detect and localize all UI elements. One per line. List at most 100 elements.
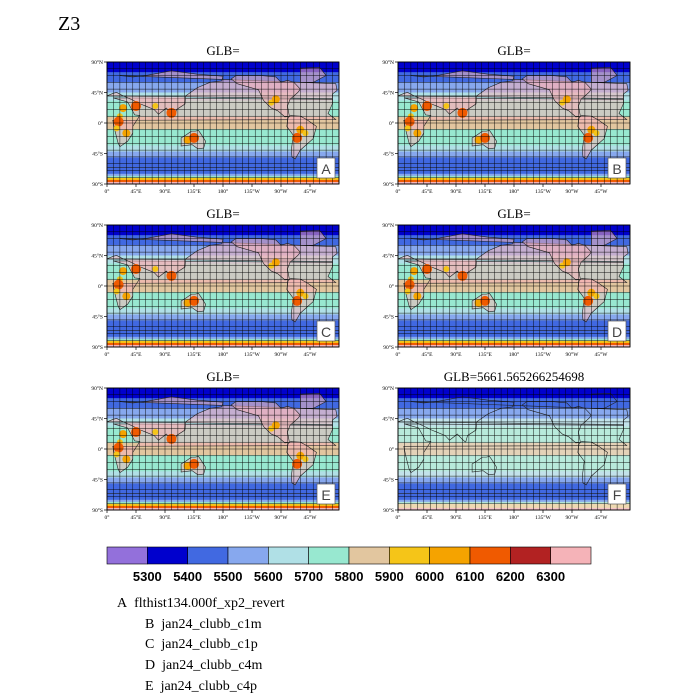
hot-spot — [189, 458, 199, 469]
lat-tick-label: 90°S — [92, 507, 103, 514]
colorbar-label: 5800 — [335, 569, 364, 584]
lon-tick-label: 45°W — [595, 188, 609, 195]
lon-tick-label: 0° — [396, 188, 401, 195]
colorbar-swatch — [510, 546, 551, 565]
hot-spot — [422, 264, 432, 275]
lon-tick-label: 180° — [218, 351, 228, 358]
lat-tick-label: 0° — [389, 283, 394, 290]
lon-tick-label: 90°E — [450, 188, 462, 195]
hot-spot — [189, 295, 199, 306]
lon-tick-label: 135°W — [244, 514, 260, 521]
colorbar-label: 5300 — [133, 569, 162, 584]
hot-spot — [271, 95, 280, 104]
panel-title: GLB=5661.565266254698 — [444, 369, 585, 384]
lon-tick-label: 90°W — [566, 188, 580, 195]
case-name: jan24_clubb_c1m — [161, 617, 262, 632]
colorbar-label: 6300 — [536, 569, 565, 584]
hot-spot — [292, 458, 303, 469]
figure-title: Z3 — [58, 13, 80, 35]
lon-tick-label: 0° — [105, 188, 110, 195]
case-line-d: D jan24_clubb_c4m — [145, 658, 262, 674]
lon-tick-label: 180° — [509, 514, 519, 521]
colorbar-swatch — [429, 546, 471, 565]
colorbar-swatch — [187, 546, 229, 565]
colorbar-swatch — [308, 546, 350, 565]
lon-tick-label: 135°W — [535, 514, 551, 521]
hot-spot — [404, 116, 415, 127]
lon-tick-label: 45°W — [304, 351, 318, 358]
lon-tick-label: 45°E — [130, 351, 142, 358]
lat-tick-label: 90°N — [91, 59, 103, 66]
lon-tick-label: 180° — [218, 188, 228, 195]
lat-tick-label: 45°N — [91, 416, 103, 423]
hot-spot — [119, 104, 128, 113]
panel-letter: E — [321, 487, 330, 503]
lat-tick-label: 45°S — [383, 151, 394, 158]
lon-tick-label: 45°W — [595, 514, 609, 521]
case-letter: C — [145, 637, 155, 652]
colorbar-label: 6200 — [496, 569, 525, 584]
lon-tick-label: 135°E — [187, 351, 201, 358]
map-panel-d: GLB=90°N45°N0°45°S90°S0° 45°E 90°E 135°E 180… — [382, 206, 631, 358]
lon-tick-label: 135°E — [478, 351, 492, 358]
hot-spot — [113, 116, 124, 127]
lon-tick-label: 0° — [105, 351, 110, 358]
hot-spot — [443, 266, 450, 273]
lon-tick-label: 45°W — [595, 351, 609, 358]
lat-tick-label: 45°S — [92, 314, 103, 321]
lon-tick-label: 90°W — [275, 188, 289, 195]
panel-letter: B — [612, 161, 621, 177]
coastline — [471, 456, 497, 476]
lat-tick-label: 45°N — [382, 253, 394, 260]
panel-letter-box — [316, 320, 336, 342]
hot-spot — [119, 267, 128, 276]
hot-spot — [302, 293, 309, 300]
lon-tick-label: 135°E — [478, 514, 492, 521]
lat-tick-label: 90°N — [382, 385, 394, 392]
lon-tick-label: 135°E — [187, 514, 201, 521]
colorbar-swatch — [348, 546, 390, 565]
hot-spot — [583, 295, 594, 306]
lat-tick-label: 45°N — [91, 253, 103, 260]
map-panel-a: GLB=90°N45°N0°45°S90°S0° 45°E 90°E 135°E 180… — [91, 43, 340, 195]
lon-tick-label: 90°E — [450, 514, 462, 521]
hot-spot — [131, 101, 141, 112]
colorbar-swatch — [106, 546, 148, 565]
lat-tick-label: 45°S — [383, 314, 394, 321]
hot-spot — [410, 267, 419, 276]
lat-tick-label: 45°S — [92, 151, 103, 158]
lon-tick-label: 90°W — [566, 514, 580, 521]
panel-letter: D — [612, 324, 622, 340]
lat-tick-label: 45°N — [91, 90, 103, 97]
panel-letter-box — [607, 157, 627, 179]
lat-tick-label: 90°S — [92, 344, 103, 351]
lon-tick-label: 90°E — [450, 351, 462, 358]
lon-tick-label: 0° — [396, 514, 401, 521]
hot-spot — [152, 429, 159, 436]
hot-spot — [593, 130, 600, 137]
hot-spot — [583, 132, 594, 143]
lon-tick-label: 45°E — [130, 514, 142, 521]
lon-tick-label: 45°W — [304, 188, 318, 195]
panel-letter-box — [607, 483, 627, 505]
coastline — [403, 423, 628, 474]
lat-tick-label: 90°N — [382, 59, 394, 66]
lon-tick-label: 0° — [105, 514, 110, 521]
case-letter: A — [117, 596, 128, 611]
lon-tick-label: 135°E — [187, 188, 201, 195]
lat-tick-label: 90°S — [383, 344, 394, 351]
hot-spot — [131, 264, 141, 275]
hot-spot — [443, 103, 450, 110]
lat-tick-label: 0° — [98, 283, 103, 290]
hot-spot — [271, 421, 280, 430]
case-line-e: E jan24_clubb_c4p — [145, 679, 257, 695]
map-panels: GLB=90°N45°N0°45°S90°S0° 45°E 90°E 135°E 180… — [91, 43, 631, 521]
hot-spot — [113, 442, 124, 453]
hot-spot — [152, 103, 159, 110]
lat-tick-label: 0° — [98, 446, 103, 453]
colorbar-swatch — [469, 546, 511, 565]
hot-spot — [302, 456, 309, 463]
lat-tick-label: 0° — [389, 446, 394, 453]
lat-tick-label: 45°N — [382, 416, 394, 423]
